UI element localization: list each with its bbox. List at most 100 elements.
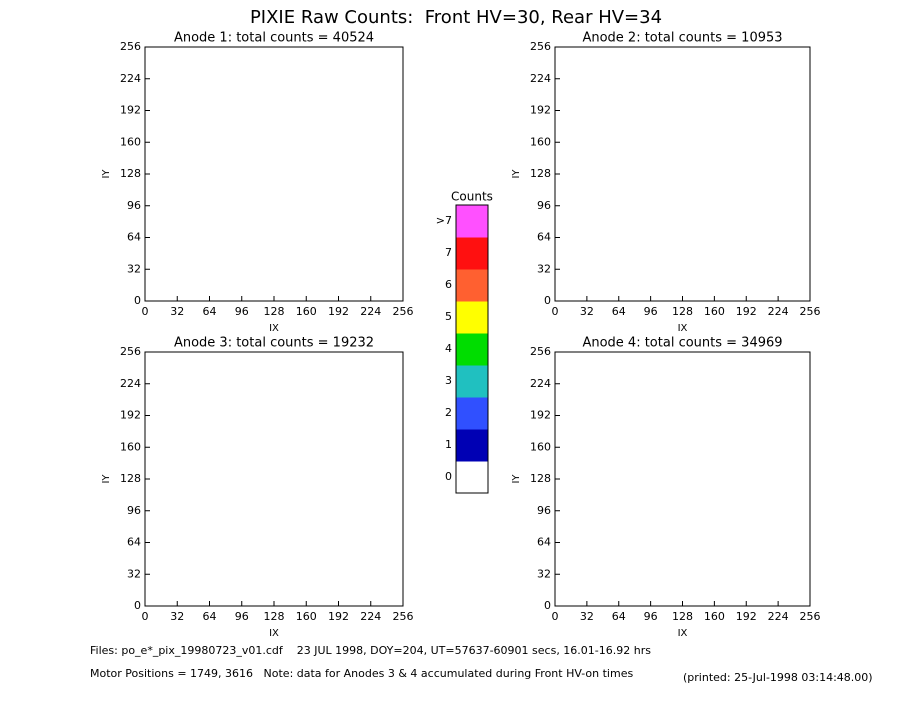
x-axis-label: IX xyxy=(678,323,688,334)
x-tick-label: 256 xyxy=(800,610,821,623)
panel-title: Anode 2: total counts = 10953 xyxy=(582,31,782,46)
x-tick-label: 128 xyxy=(672,610,693,623)
y-tick-label: 64 xyxy=(537,536,551,549)
footer-printed: (printed: 25-Jul-1998 03:14:48.00) xyxy=(683,671,873,684)
colorbar-cell xyxy=(455,332,489,366)
x-tick-label: 256 xyxy=(393,610,414,623)
y-tick-label: 256 xyxy=(530,40,551,53)
x-tick-label: 32 xyxy=(580,305,594,318)
colorbar-label: 1 xyxy=(445,438,452,451)
colorbar-frame xyxy=(455,204,489,494)
colorbar-cell xyxy=(455,268,489,302)
footer-files: Files: po_e*_pix_19980723_v01.cdf 23 JUL… xyxy=(90,644,651,657)
colorbar-title: Counts xyxy=(451,190,493,204)
y-tick-label: 160 xyxy=(120,440,141,453)
y-tick-label: 96 xyxy=(537,199,551,212)
x-tick-label: 256 xyxy=(393,305,414,318)
x-tick-label: 192 xyxy=(736,305,757,318)
colorbar-cell xyxy=(455,396,489,430)
plot-area xyxy=(144,351,404,607)
y-tick-label: 32 xyxy=(537,262,551,275)
panel-title: Anode 3: total counts = 19232 xyxy=(174,336,374,351)
x-tick-label: 0 xyxy=(552,305,559,318)
x-tick-label: 0 xyxy=(142,610,149,623)
y-tick-label: 96 xyxy=(127,504,141,517)
y-tick-label: 128 xyxy=(120,167,141,180)
x-tick-label: 224 xyxy=(768,610,789,623)
x-tick-label: 0 xyxy=(552,610,559,623)
x-tick-label: 96 xyxy=(644,610,658,623)
x-tick-label: 256 xyxy=(800,305,821,318)
y-tick-label: 192 xyxy=(530,409,551,422)
x-tick-label: 128 xyxy=(672,305,693,318)
x-tick-label: 96 xyxy=(235,305,249,318)
x-tick-label: 128 xyxy=(264,305,285,318)
y-axis-label: IY xyxy=(101,474,112,484)
colorbar-label: 7 xyxy=(445,246,452,259)
x-tick-label: 224 xyxy=(768,305,789,318)
colorbar-cell xyxy=(455,300,489,334)
y-tick-label: 64 xyxy=(537,231,551,244)
colorbar-label: 4 xyxy=(445,342,452,355)
y-tick-label: 160 xyxy=(530,440,551,453)
panel-title: Anode 4: total counts = 34969 xyxy=(582,336,782,351)
y-axis-label: IY xyxy=(511,474,522,484)
y-tick-label: 192 xyxy=(120,409,141,422)
y-tick-label: 224 xyxy=(530,377,551,390)
y-tick-label: 224 xyxy=(120,377,141,390)
x-tick-label: 192 xyxy=(328,305,349,318)
figure-title: PIXIE Raw Counts: Front HV=30, Rear HV=3… xyxy=(250,7,662,28)
colorbar-label: 5 xyxy=(445,310,452,323)
x-tick-label: 160 xyxy=(704,305,725,318)
y-tick-label: 0 xyxy=(134,294,141,307)
x-tick-label: 64 xyxy=(203,610,217,623)
y-tick-label: 256 xyxy=(120,40,141,53)
x-tick-label: 0 xyxy=(142,305,149,318)
y-axis-label: IY xyxy=(101,169,112,179)
y-axis-label: IY xyxy=(511,169,522,179)
colorbar-label: 3 xyxy=(445,374,452,387)
colorbar-cell xyxy=(455,364,489,398)
colorbar-label: 6 xyxy=(445,278,452,291)
y-tick-label: 128 xyxy=(530,167,551,180)
colorbar-cell xyxy=(456,461,488,493)
x-tick-label: 160 xyxy=(296,305,317,318)
y-tick-label: 96 xyxy=(127,199,141,212)
panel-title: Anode 1: total counts = 40524 xyxy=(174,31,374,46)
x-tick-label: 224 xyxy=(360,305,381,318)
x-tick-label: 224 xyxy=(360,610,381,623)
y-tick-label: 192 xyxy=(120,104,141,117)
x-tick-label: 192 xyxy=(736,610,757,623)
y-tick-label: 32 xyxy=(127,262,141,275)
y-tick-label: 128 xyxy=(530,472,551,485)
y-tick-label: 64 xyxy=(127,231,141,244)
y-tick-label: 192 xyxy=(530,104,551,117)
y-tick-label: 128 xyxy=(120,472,141,485)
x-tick-label: 32 xyxy=(580,610,594,623)
y-tick-label: 0 xyxy=(544,599,551,612)
x-tick-label: 32 xyxy=(170,610,184,623)
colorbar-label: 0 xyxy=(445,470,452,483)
x-tick-label: 64 xyxy=(203,305,217,318)
y-tick-label: 32 xyxy=(537,567,551,580)
y-tick-label: 224 xyxy=(530,72,551,85)
colorbar-cell xyxy=(455,236,489,270)
y-tick-label: 256 xyxy=(120,345,141,358)
x-tick-label: 192 xyxy=(328,610,349,623)
colorbar-label: >7 xyxy=(436,214,452,227)
y-tick-label: 32 xyxy=(127,567,141,580)
x-tick-label: 32 xyxy=(170,305,184,318)
x-tick-label: 96 xyxy=(644,305,658,318)
x-tick-label: 160 xyxy=(296,610,317,623)
y-tick-label: 64 xyxy=(127,536,141,549)
y-tick-label: 0 xyxy=(544,294,551,307)
x-tick-label: 160 xyxy=(704,610,725,623)
footer-motor: Motor Positions = 1749, 3616 Note: data … xyxy=(90,667,633,680)
x-axis-label: IX xyxy=(678,628,688,639)
colorbar-cell xyxy=(455,204,489,238)
x-tick-label: 64 xyxy=(612,610,626,623)
y-tick-label: 224 xyxy=(120,72,141,85)
plot-area xyxy=(144,46,404,302)
y-tick-label: 160 xyxy=(120,135,141,148)
